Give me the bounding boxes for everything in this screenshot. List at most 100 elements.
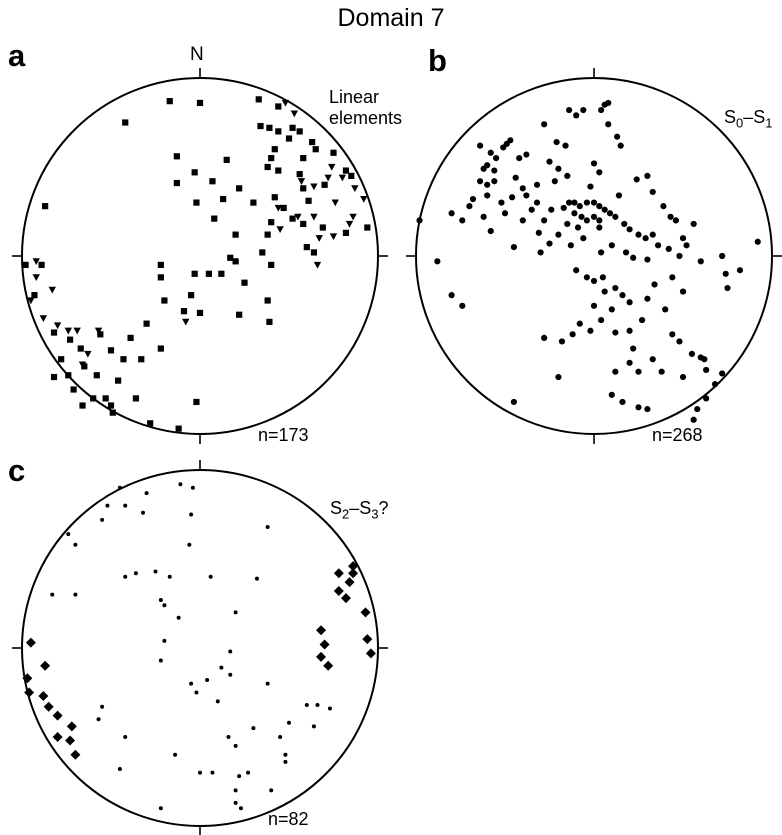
circle-point: [635, 404, 642, 411]
circle-point: [501, 210, 509, 217]
diamond-point: [365, 648, 376, 659]
triangle-point: [32, 274, 40, 282]
circle-point: [583, 217, 590, 224]
circle-point: [567, 242, 574, 249]
triangle-point: [351, 185, 359, 193]
dot-point: [100, 704, 105, 709]
dot-point: [133, 571, 138, 576]
circle-point: [630, 345, 637, 352]
circle-point: [612, 284, 619, 292]
circle-point: [599, 274, 607, 281]
circle-point: [644, 172, 651, 179]
circle-point: [576, 203, 583, 210]
square-point: [227, 254, 234, 261]
square-point: [31, 292, 38, 299]
circle-point: [614, 133, 621, 140]
dot-point: [287, 720, 291, 725]
circle-point: [621, 220, 628, 228]
circle-point: [722, 270, 729, 277]
stereonet-a: [12, 68, 388, 444]
circle-point: [736, 267, 744, 274]
circle-point: [649, 188, 656, 196]
circle-point: [630, 254, 637, 261]
square-point: [321, 181, 328, 188]
triangle-point: [73, 327, 81, 335]
dot-point: [105, 503, 110, 508]
circle-point: [548, 206, 555, 213]
square-point: [259, 249, 266, 256]
diamond-point: [316, 651, 327, 662]
circle-point: [541, 217, 548, 224]
triangle-point: [64, 327, 72, 335]
circle-point: [537, 249, 544, 256]
dot-point: [269, 788, 274, 793]
circle-point: [434, 258, 441, 265]
panel-b-letter: b: [428, 43, 447, 78]
circle-point: [571, 210, 578, 217]
circle-point: [608, 306, 615, 313]
circle-point: [480, 165, 487, 172]
triangle-point: [84, 350, 92, 358]
dot-point: [251, 726, 256, 731]
diamond-point: [333, 586, 344, 597]
square-point: [93, 372, 100, 379]
circle-point: [601, 288, 608, 295]
circle-point: [578, 213, 585, 220]
diamond-point: [344, 577, 355, 588]
circle-point: [523, 151, 530, 158]
primitive-circle: [415, 77, 773, 435]
dot-point: [265, 681, 270, 686]
square-point: [280, 204, 287, 212]
circle-point: [493, 155, 500, 162]
circle-point: [711, 381, 719, 388]
square-point: [138, 356, 145, 363]
circle-point: [679, 373, 687, 381]
dot-point: [226, 735, 231, 739]
triangle-point: [328, 163, 336, 171]
square-point: [309, 138, 316, 146]
circle-point: [459, 302, 466, 309]
triangle-point: [281, 99, 290, 107]
circle-point: [665, 245, 672, 252]
circle-point: [626, 327, 633, 334]
triangle-point: [345, 220, 354, 228]
square-point: [300, 185, 307, 192]
circle-point: [576, 320, 583, 327]
square-point: [300, 220, 307, 228]
dot-point: [219, 665, 224, 670]
triangle-point: [274, 204, 283, 212]
circle-point: [565, 106, 573, 114]
diamond-point: [43, 701, 54, 712]
circle-point: [633, 176, 640, 183]
circle-point: [555, 373, 562, 381]
circle-point: [719, 370, 726, 377]
dot-point: [208, 574, 213, 579]
dot-point: [178, 482, 183, 487]
circle-point: [571, 199, 578, 206]
circle-point: [612, 213, 619, 220]
circle-point: [555, 231, 562, 238]
circle-point: [587, 327, 594, 334]
circle-point: [598, 316, 605, 324]
square-point: [218, 270, 225, 277]
circle-point: [606, 210, 614, 217]
square-point: [107, 402, 115, 409]
circle-point: [669, 274, 676, 281]
square-point: [330, 149, 337, 156]
circle-point: [487, 227, 494, 235]
triangle-point: [310, 183, 318, 191]
circle-point: [510, 244, 517, 251]
square-point: [300, 155, 307, 162]
square-point: [289, 124, 296, 131]
square-point: [209, 178, 216, 185]
triangle-point: [48, 286, 56, 294]
dot-point: [210, 770, 215, 775]
dot-point: [198, 770, 202, 775]
square-point: [250, 199, 257, 206]
triangle-point: [39, 315, 48, 322]
square-point: [220, 195, 227, 203]
diamond-point: [22, 673, 33, 684]
square-point: [310, 249, 318, 256]
circle-point: [703, 366, 710, 374]
circle-point: [541, 121, 548, 128]
